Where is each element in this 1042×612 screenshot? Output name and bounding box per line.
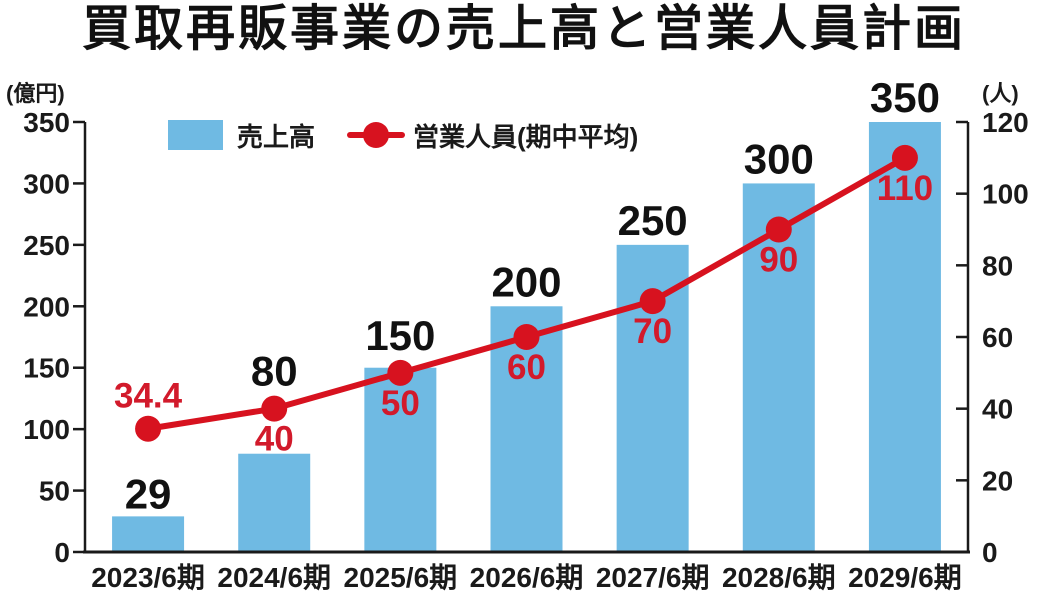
staff-value-label: 110	[877, 169, 933, 208]
legend: 売上高 営業人員(期中平均)	[168, 116, 638, 154]
left-axis-tick-label: 150	[23, 353, 70, 384]
x-axis-label: 2025/6期	[344, 562, 458, 593]
left-axis-tick-label: 350	[23, 107, 70, 138]
x-axis-label: 2024/6期	[217, 562, 331, 593]
staff-point	[765, 216, 792, 243]
chart-title: 買取再販事業の売上高と営業人員計画	[82, 2, 967, 56]
x-axis-label: 2023/6期	[91, 562, 205, 593]
x-axis-label: 2028/6期	[722, 562, 836, 593]
staff-value-label: 90	[759, 241, 798, 280]
right-axis-unit-label: (人)	[982, 81, 1019, 106]
staff-legend-label: 営業人員(期中平均)	[413, 121, 639, 152]
revenue-legend-swatch	[168, 120, 223, 150]
staff-legend-dot-icon	[363, 122, 390, 148]
staff-point	[261, 395, 288, 422]
revenue-value-label: 200	[491, 258, 561, 305]
right-axis-tick-label: 80	[982, 250, 1013, 281]
right-axis-tick-label: 60	[982, 322, 1013, 353]
revenue-value-label: 150	[365, 312, 435, 359]
revenue-bar	[112, 516, 185, 552]
left-axis-tick-label: 0	[54, 537, 70, 568]
revenue-value-label: 80	[251, 348, 298, 395]
staff-point	[135, 415, 162, 442]
x-axis-label: 2026/6期	[470, 562, 584, 593]
staff-value-label: 34.4	[114, 377, 183, 416]
revenue-value-label: 350	[870, 74, 940, 121]
right-axis-tick-label: 120	[982, 107, 1029, 138]
left-axis-tick-label: 200	[23, 291, 70, 322]
staff-value-label: 60	[507, 348, 546, 387]
left-axis-tick-label: 50	[39, 476, 70, 507]
staff-point	[891, 144, 918, 171]
x-axis-label: 2029/6期	[848, 562, 962, 593]
staff-value-label: 70	[633, 312, 672, 351]
staff-value-label: 50	[381, 384, 420, 423]
staff-point	[513, 324, 540, 350]
revenue-value-label: 250	[618, 197, 688, 244]
staff-point	[387, 359, 414, 386]
right-axis-tick-label: 40	[982, 394, 1013, 425]
x-axis-label: 2027/6期	[596, 562, 710, 593]
right-axis-tick-label: 0	[982, 537, 998, 568]
revenue-legend-label: 売上高	[237, 121, 316, 152]
revenue-value-label: 29	[125, 470, 172, 517]
revenue-bar	[868, 122, 941, 552]
left-axis-tick-label: 300	[23, 168, 70, 199]
staff-point	[639, 288, 666, 315]
left-axis-unit-label: (億円)	[6, 81, 65, 106]
left-axis-tick-label: 250	[23, 230, 70, 261]
revenue-bar	[364, 367, 437, 552]
right-axis-tick-label: 100	[982, 179, 1029, 210]
revenue-bar	[238, 453, 311, 552]
left-axis-tick-label: 100	[23, 414, 70, 445]
revenue-value-label: 300	[744, 135, 814, 182]
staff-value-label: 40	[255, 420, 294, 459]
right-axis-tick-label: 20	[982, 465, 1013, 496]
staff-legend-marker	[347, 121, 406, 149]
